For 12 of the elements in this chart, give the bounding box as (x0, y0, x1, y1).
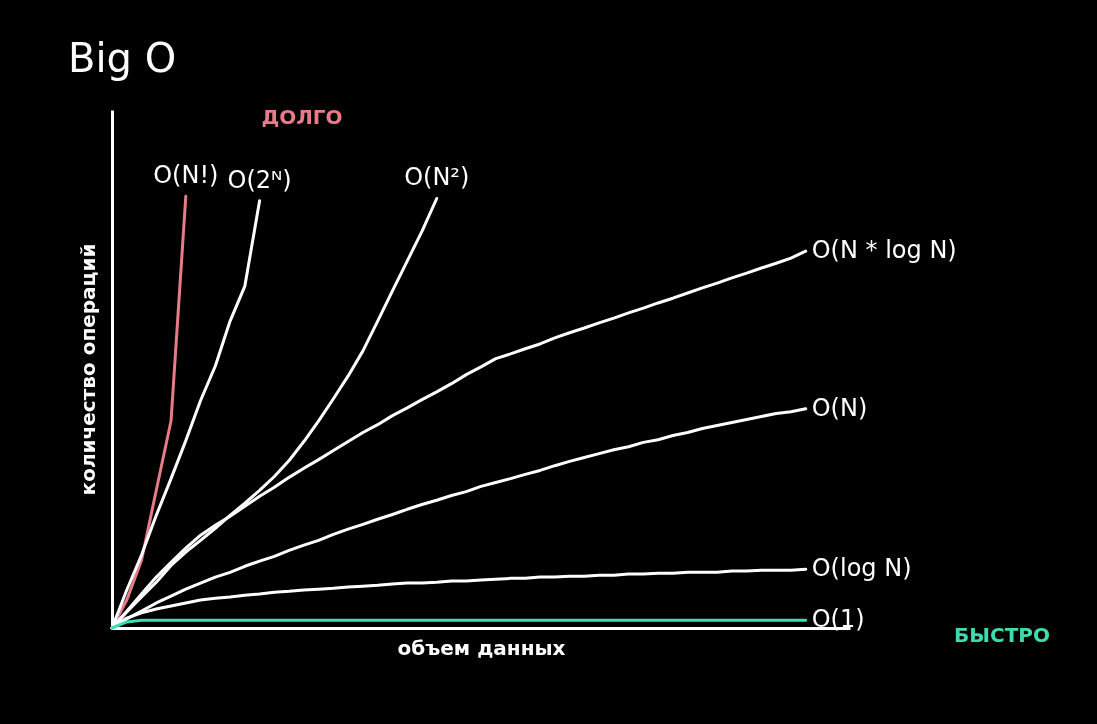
series-label: O(2ᴺ) (227, 165, 292, 194)
series-label: O(N!) (153, 161, 219, 190)
series-label: O(N * log N) (811, 236, 957, 265)
series-label: O(log N) (811, 554, 912, 583)
series-label: O(N) (811, 393, 868, 422)
series-label: O(N²) (404, 163, 470, 192)
chart-title: Big O (68, 35, 177, 81)
text: БЫСТРО (954, 623, 1050, 647)
y-axis-title: количество операций (75, 243, 100, 496)
series-label: O(1) (811, 605, 865, 634)
text: ДОЛГО (261, 105, 343, 129)
x-axis-title: объем данных (397, 635, 566, 660)
